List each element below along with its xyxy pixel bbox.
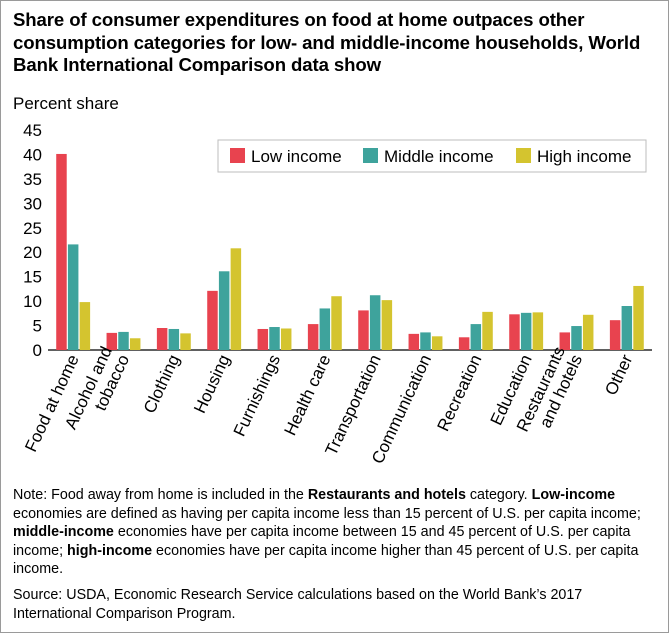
bar-low-income — [358, 310, 369, 350]
note-bold-restaurants: Restaurants and hotels — [307, 487, 466, 503]
bar-low-income — [458, 337, 470, 350]
legend-label-middle-income: Middle income — [384, 147, 494, 166]
bar-low-income — [207, 290, 218, 350]
bar-high-income — [633, 285, 644, 350]
y-tick-label: 5 — [33, 317, 42, 336]
note-bold-high-income: high-income — [67, 542, 153, 559]
bar-high-income — [431, 336, 443, 350]
legend-label-low-income: Low income — [251, 147, 342, 166]
bar-middle-income — [269, 327, 280, 350]
bar-middle-income — [369, 295, 381, 350]
y-tick-label: 35 — [23, 170, 42, 189]
bar-low-income — [106, 332, 118, 350]
bar-low-income — [307, 324, 319, 350]
note-text-2: category. — [465, 487, 532, 503]
bar-high-income — [532, 312, 544, 350]
y-tick-label: 40 — [23, 145, 42, 164]
legend-swatch-low-income — [230, 148, 245, 163]
x-tick-label: Recreation — [433, 352, 485, 435]
y-tick-label: 25 — [23, 219, 42, 238]
bar-high-income — [482, 311, 493, 350]
bar-low-income — [408, 333, 420, 350]
bar-low-income — [156, 328, 168, 350]
y-tick-label: 10 — [23, 292, 42, 311]
note-bold-middle-income: middle-income — [13, 524, 114, 540]
bar-high-income — [129, 338, 141, 350]
bar-middle-income — [621, 306, 633, 350]
y-tick-label: 45 — [23, 121, 42, 140]
bar-low-income — [509, 314, 520, 350]
y-tick-label: 30 — [23, 194, 42, 213]
bar-high-income — [331, 296, 342, 350]
x-tick-label-line: Recreation — [433, 352, 485, 435]
note-bold-low-income: Low-income — [531, 487, 616, 503]
x-tick-label: Other — [601, 351, 636, 398]
x-tick-label-line: Other — [601, 351, 636, 398]
note-text-1: Note: Food away from home is included in… — [13, 487, 308, 503]
bar-high-income — [582, 314, 594, 350]
x-tick-label-line: Housing — [190, 352, 234, 417]
legend-swatch-high-income — [516, 148, 531, 163]
bar-middle-income — [118, 331, 129, 350]
note-text-4: economies have per capita income between… — [13, 524, 631, 559]
bar-middle-income — [571, 326, 582, 350]
y-tick-label: 20 — [23, 243, 42, 262]
bar-middle-income — [520, 312, 532, 350]
bar-high-income — [280, 328, 292, 350]
x-tick-label: Furnishings — [230, 352, 284, 440]
bar-high-income — [381, 300, 393, 350]
bar-middle-income — [470, 324, 482, 350]
bar-low-income — [56, 153, 67, 350]
x-tick-label: Clothing — [140, 352, 184, 417]
bar-low-income — [559, 332, 571, 350]
bar-middle-income — [319, 308, 331, 350]
x-tick-label-line: Furnishings — [230, 352, 284, 440]
chart-note: Note: Food away from home is included in… — [13, 486, 658, 579]
bar-middle-income — [168, 328, 180, 350]
bar-middle-income — [218, 271, 230, 350]
bar-middle-income — [67, 244, 79, 350]
note-text-3: economies are defined as having per capi… — [13, 505, 641, 522]
x-tick-label-line: Health care — [280, 352, 334, 439]
y-tick-label: 0 — [33, 341, 42, 360]
x-tick-label-line: Clothing — [140, 352, 184, 417]
x-tick-label: Health care — [280, 352, 334, 439]
bar-high-income — [79, 302, 91, 350]
legend-swatch-middle-income — [363, 148, 378, 163]
bar-low-income — [257, 328, 269, 350]
legend-label-high-income: High income — [537, 147, 632, 166]
chart-source: Source: USDA, Economic Research Service … — [13, 587, 583, 622]
bar-high-income — [180, 333, 191, 350]
chart-title: Share of consumer expenditures on food a… — [13, 9, 641, 75]
bar-middle-income — [420, 332, 431, 350]
bar-high-income — [230, 248, 242, 350]
note-text-5: economies have per capita income higher … — [13, 542, 639, 578]
y-axis-label: Percent share — [13, 94, 119, 113]
y-tick-label: 15 — [23, 268, 42, 287]
legend-box — [217, 139, 647, 173]
x-tick-label: Housing — [190, 352, 234, 417]
bar-low-income — [609, 320, 621, 350]
